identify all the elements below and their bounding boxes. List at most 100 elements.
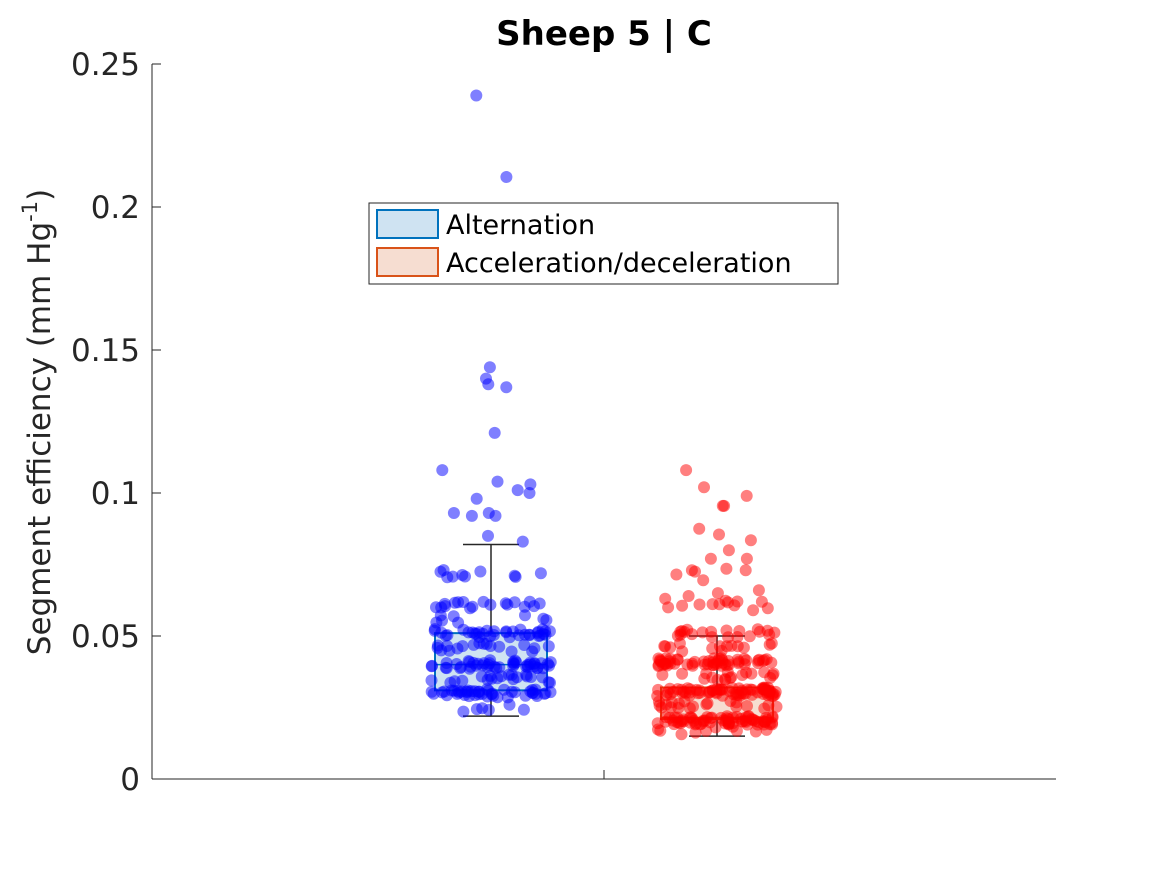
data-point-alternation xyxy=(444,676,457,689)
data-point-alternation xyxy=(541,657,554,670)
legend-label-alternation: Alternation xyxy=(446,210,595,241)
y-axis-label-close: ) xyxy=(22,189,58,201)
data-point-acceleration xyxy=(652,695,665,708)
data-point-alternation xyxy=(440,689,453,702)
data-point-acceleration xyxy=(704,712,717,724)
data-point-alternation xyxy=(459,570,471,583)
data-point-acceleration xyxy=(662,601,675,614)
y-tick-label: 0.1 xyxy=(91,476,140,512)
data-point-acceleration xyxy=(693,598,706,611)
data-point-acceleration xyxy=(693,522,706,535)
data-point-acceleration xyxy=(770,700,783,713)
data-point-acceleration xyxy=(694,686,706,699)
data-point-alternation xyxy=(472,685,485,698)
data-point-acceleration xyxy=(678,695,691,708)
data-point-acceleration xyxy=(766,669,779,682)
data-point-alternation xyxy=(523,487,536,499)
data-point-alternation xyxy=(464,602,477,615)
data-point-acceleration xyxy=(725,671,738,684)
data-point-alternation xyxy=(447,507,460,519)
data-point-acceleration xyxy=(755,595,768,608)
data-point-alternation xyxy=(542,640,555,653)
data-point-alternation xyxy=(477,595,490,608)
data-point-acceleration xyxy=(698,672,711,685)
data-point-alternation xyxy=(439,661,452,674)
data-point-alternation xyxy=(488,426,501,439)
data-point-acceleration xyxy=(730,700,743,713)
data-point-alternation xyxy=(482,378,495,391)
data-point-acceleration xyxy=(736,715,748,728)
data-point-acceleration xyxy=(697,574,710,587)
data-point-acceleration xyxy=(673,637,686,650)
data-point-acceleration xyxy=(656,668,669,681)
data-point-acceleration xyxy=(706,598,719,611)
data-point-alternation xyxy=(502,668,515,681)
data-point-alternation xyxy=(500,381,513,394)
data-point-alternation xyxy=(503,631,516,644)
data-point-acceleration xyxy=(704,552,717,565)
data-point-alternation xyxy=(531,662,544,675)
data-point-acceleration xyxy=(761,624,774,637)
data-point-alternation xyxy=(525,671,537,683)
data-point-alternation xyxy=(508,569,521,582)
data-point-alternation xyxy=(476,702,489,715)
data-point-alternation xyxy=(518,639,531,651)
data-point-alternation xyxy=(452,616,465,629)
data-point-alternation xyxy=(425,685,438,698)
data-point-acceleration xyxy=(758,683,770,696)
data-point-alternation xyxy=(426,659,438,672)
data-point-alternation xyxy=(482,529,494,542)
data-point-alternation xyxy=(534,567,547,580)
data-point-acceleration xyxy=(719,594,732,607)
data-point-acceleration xyxy=(740,552,753,565)
data-point-acceleration xyxy=(720,562,733,575)
data-point-acceleration xyxy=(741,700,753,712)
data-point-alternation xyxy=(470,89,483,102)
data-point-alternation xyxy=(470,627,483,640)
data-point-acceleration xyxy=(676,599,689,612)
data-point-acceleration xyxy=(668,657,681,670)
data-point-acceleration xyxy=(689,565,701,578)
data-point-alternation xyxy=(503,698,516,711)
data-point-alternation xyxy=(528,642,541,655)
data-point-acceleration xyxy=(763,638,776,651)
data-point-acceleration xyxy=(698,481,710,494)
data-point-alternation xyxy=(435,644,448,657)
data-point-alternation xyxy=(457,705,470,718)
data-point-acceleration xyxy=(743,630,756,643)
data-point-acceleration xyxy=(675,728,688,741)
data-point-acceleration xyxy=(746,683,759,696)
data-point-acceleration xyxy=(765,656,778,669)
data-point-alternation xyxy=(452,596,465,609)
data-point-acceleration xyxy=(739,564,752,577)
points xyxy=(425,89,783,741)
data-point-alternation xyxy=(481,624,493,637)
data-point-alternation xyxy=(456,640,469,653)
y-tick-label: 0.2 xyxy=(91,190,140,226)
data-point-alternation xyxy=(510,656,523,669)
data-point-alternation xyxy=(483,361,496,374)
data-point-alternation xyxy=(519,609,531,622)
data-point-acceleration xyxy=(696,626,709,639)
chart-title: Sheep 5 | C xyxy=(496,14,712,54)
data-point-acceleration xyxy=(674,717,687,730)
data-point-acceleration xyxy=(670,568,683,581)
data-point-acceleration xyxy=(722,544,735,557)
data-point-alternation xyxy=(540,614,553,627)
data-point-acceleration xyxy=(652,723,664,736)
data-point-acceleration xyxy=(731,640,744,653)
y-tick-label: 0.15 xyxy=(71,333,140,369)
data-point-acceleration xyxy=(747,604,760,617)
data-point-acceleration xyxy=(751,623,764,636)
y-tick-label: 0.05 xyxy=(71,619,140,655)
data-point-alternation xyxy=(456,674,469,687)
data-point-acceleration xyxy=(709,721,722,734)
data-point-alternation xyxy=(534,629,546,642)
y-tick-label: 0.25 xyxy=(71,47,140,83)
data-point-alternation xyxy=(526,686,539,699)
data-point-alternation xyxy=(436,464,449,477)
data-point-alternation xyxy=(493,640,506,653)
data-point-acceleration xyxy=(682,590,695,602)
data-point-acceleration xyxy=(733,625,746,637)
